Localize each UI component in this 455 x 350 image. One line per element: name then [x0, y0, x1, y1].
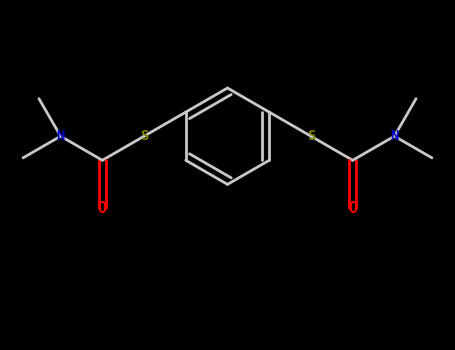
Text: N: N — [56, 129, 65, 143]
Text: S: S — [307, 129, 315, 143]
Text: N: N — [390, 129, 399, 143]
Text: O: O — [98, 201, 107, 216]
Text: O: O — [348, 201, 357, 216]
Text: S: S — [140, 129, 148, 143]
